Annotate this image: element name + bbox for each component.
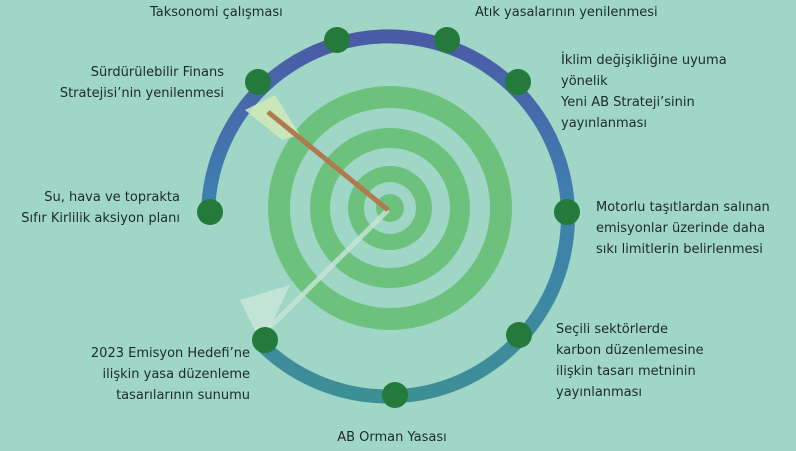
label-line: İklim değişikliğine uyuma [561, 52, 727, 68]
label-line: ilişkin yasa düzenleme [103, 367, 250, 382]
label-line: ilişkin tasarı metninin [556, 364, 696, 379]
label-line: karbon düzenlemesine [556, 343, 704, 358]
milestone-dot [505, 69, 531, 95]
milestone-dot [506, 322, 532, 348]
milestone-dot [382, 382, 408, 408]
label-line: Sıfır Kirlilik aksiyon planı [21, 211, 180, 226]
label-line: tasarılarının sunumu [116, 388, 250, 403]
label-line: emisyonlar üzerinde daha [596, 221, 765, 236]
milestone-label: Taksonomi çalışması [149, 5, 283, 20]
label-line: yayınlanması [556, 385, 642, 400]
milestone-dot [245, 69, 271, 95]
milestone-label: AB Orman Yasası [337, 430, 447, 445]
label-line: Seçili sektörlerde [556, 322, 668, 337]
label-line: yayınlanması [561, 116, 647, 131]
label-line: yönelik [561, 74, 608, 89]
label-line: Stratejisi’nin yenilenmesi [60, 86, 224, 101]
diagram: Taksonomi çalışması Atık yasalarının yeni… [0, 0, 796, 451]
milestone-dot [252, 327, 278, 353]
label-line: sıkı limitlerin belirlenmesi [596, 242, 763, 257]
label-line: Motorlu taşıtlardan salınan [596, 200, 770, 215]
label-line: 2023 Emisyon Hedefi’ne [91, 346, 250, 361]
milestone-dot [554, 199, 580, 225]
milestone-dot [197, 199, 223, 225]
milestone-label: Atık yasalarının yenilenmesi [475, 5, 658, 20]
label-line: Su, hava ve toprakta [44, 190, 180, 205]
label-line: Taksonomi çalışması [149, 5, 283, 20]
milestone-dot [434, 27, 460, 53]
label-line: Sürdürülebilir Finans [91, 65, 224, 80]
label-line: Atık yasalarının yenilenmesi [475, 5, 658, 20]
milestone-label: Motorlu taşıtlardan salınan emisyonlar üz… [596, 200, 770, 257]
label-line: Yeni AB Strateji’sinin [560, 95, 695, 110]
label-line: AB Orman Yasası [337, 430, 447, 445]
milestone-dot [324, 27, 350, 53]
